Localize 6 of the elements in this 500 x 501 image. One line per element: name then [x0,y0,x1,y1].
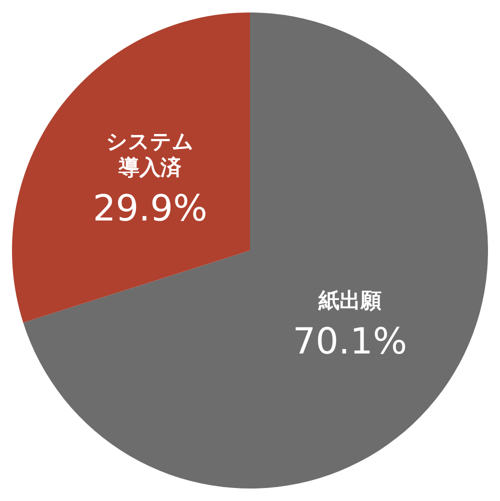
pie-slice [23,12,488,488]
data-label: 29.9% [92,188,208,230]
slice-label: システム導入済 [106,129,194,180]
slice-label: 紙出願 [317,288,382,313]
data-label: 70.1% [292,322,408,363]
pie-slice [12,12,250,323]
